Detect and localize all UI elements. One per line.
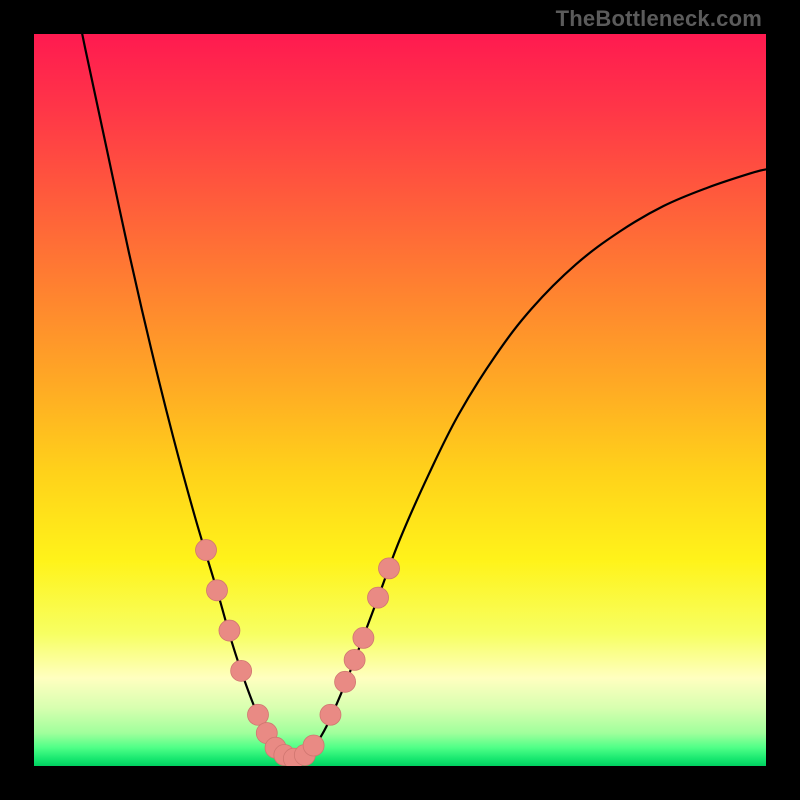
plot-area xyxy=(34,34,766,766)
data-marker xyxy=(353,627,374,648)
marker-group xyxy=(196,540,400,766)
chart-frame: TheBottleneck.com xyxy=(0,0,800,800)
data-marker xyxy=(219,620,240,641)
data-marker xyxy=(320,704,341,725)
data-marker xyxy=(335,671,356,692)
bottleneck-curve xyxy=(71,34,766,759)
data-marker xyxy=(196,540,217,561)
data-marker xyxy=(344,649,365,670)
data-marker xyxy=(231,660,252,681)
data-marker xyxy=(379,558,400,579)
data-marker xyxy=(368,587,389,608)
data-marker xyxy=(207,580,228,601)
curve-layer xyxy=(34,34,766,766)
data-marker xyxy=(303,735,324,756)
data-marker xyxy=(247,704,268,725)
watermark-text: TheBottleneck.com xyxy=(556,6,762,32)
